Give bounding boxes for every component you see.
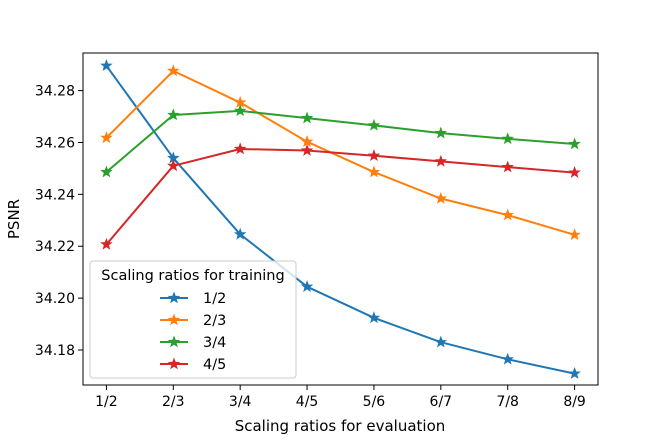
- legend-star-icon: [167, 335, 181, 348]
- y-tick-label: 34.18: [35, 343, 75, 359]
- series-line: [105, 65, 575, 375]
- series-4-5: [100, 142, 581, 250]
- series-line: [105, 109, 575, 173]
- series-3-4: [100, 104, 581, 178]
- data-point: [568, 137, 581, 150]
- data-point: [300, 135, 314, 147]
- x-tick-label: 2/3: [162, 394, 185, 410]
- series-1-2: [100, 59, 581, 379]
- data-point: [568, 228, 581, 241]
- series-layer: [100, 59, 581, 379]
- legend-box: [89, 260, 297, 379]
- data-point: [167, 159, 180, 172]
- data-point: [100, 59, 113, 72]
- legend-label: 3/4: [203, 335, 226, 351]
- data-point: [434, 154, 448, 167]
- y-tick-label: 34.24: [35, 187, 75, 203]
- data-point: [367, 311, 381, 324]
- data-point: [100, 237, 113, 250]
- data-point: [367, 118, 381, 131]
- data-point: [233, 227, 247, 240]
- data-point: [568, 166, 581, 178]
- data-point: [167, 108, 180, 121]
- y-tick-label: 34.20: [35, 291, 75, 307]
- series-line: [105, 69, 575, 236]
- y-tick-label: 34.28: [35, 84, 75, 100]
- legend-star-icon: [167, 313, 181, 326]
- data-point: [568, 367, 581, 379]
- data-point: [100, 131, 113, 144]
- series-line: [105, 147, 575, 246]
- legend-label: 2/3: [203, 313, 226, 329]
- data-point: [100, 165, 113, 178]
- legend: Scaling ratios for training 1/2 2/3 3/4 4/5: [89, 260, 297, 379]
- legend-item: 2/3: [160, 313, 226, 329]
- x-tick-label: 3/4: [229, 394, 252, 410]
- y-tick-label: 34.26: [35, 135, 75, 151]
- x-tick-label: 1/2: [95, 394, 118, 410]
- data-point: [501, 160, 514, 173]
- legend-star-icon: [167, 291, 181, 304]
- data-point: [300, 280, 314, 292]
- x-tick-label: 4/5: [296, 394, 319, 410]
- data-point: [434, 191, 448, 204]
- x-tick-label: 7/8: [496, 394, 519, 410]
- data-point: [300, 111, 314, 124]
- data-point: [501, 208, 514, 221]
- axis-layer: 1/2 2/3 3/4 4/5 5/6 6/7 7/8 8/9 34.18 34.20 34.22 3…: [35, 84, 586, 410]
- data-point: [167, 64, 180, 77]
- y-tick-label: 34.22: [35, 239, 75, 255]
- x-tick-label: 8/9: [563, 394, 586, 410]
- legend-item: 1/2: [160, 291, 226, 307]
- data-point: [233, 104, 247, 117]
- y-axis-label: PSNR: [5, 199, 23, 239]
- data-point: [233, 142, 247, 155]
- x-axis-label: Scaling ratios for evaluation: [235, 417, 446, 435]
- data-point: [501, 132, 514, 145]
- legend-star-icon: [167, 357, 181, 370]
- data-point: [367, 165, 381, 178]
- legend-title: Scaling ratios for training: [101, 268, 284, 284]
- x-tick-label: 5/6: [363, 394, 386, 410]
- data-point: [434, 335, 448, 348]
- data-point: [501, 352, 514, 365]
- series-2-3: [100, 64, 581, 241]
- legend-label: 4/5: [203, 357, 226, 373]
- legend-item: 3/4: [160, 335, 226, 351]
- data-point: [367, 149, 381, 162]
- data-point: [300, 143, 314, 156]
- x-tick-label: 6/7: [430, 394, 453, 410]
- legend-label: 1/2: [203, 291, 226, 307]
- plot-frame: [82, 52, 599, 386]
- legend-item: 4/5: [160, 357, 226, 373]
- data-point: [434, 126, 448, 139]
